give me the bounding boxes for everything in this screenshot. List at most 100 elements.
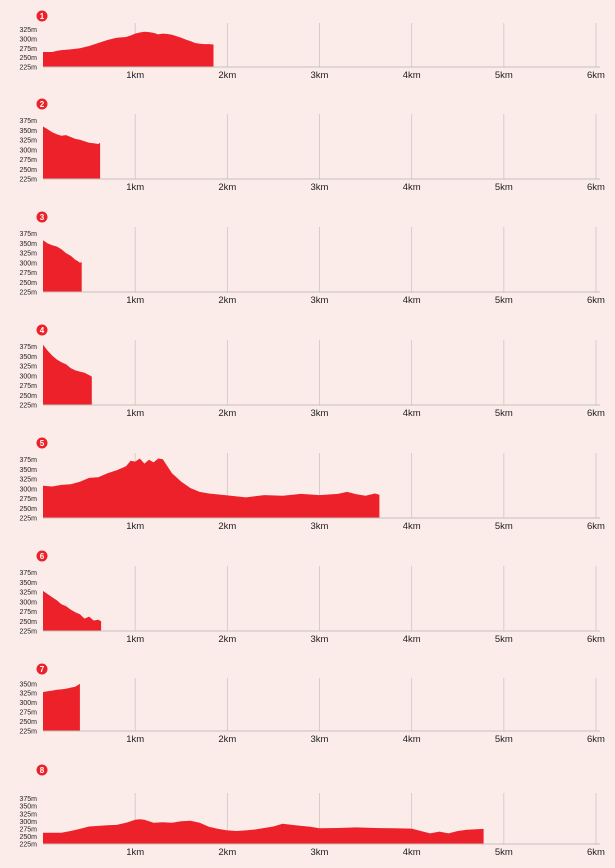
x-tick-label: 1km	[126, 734, 144, 745]
elevation-chart-1: 325m 300m 275m 250m 225m 1km 2km 3km 4km 5km 6km 1	[19, 10, 605, 81]
y-tick-label: 275m	[19, 46, 37, 53]
y-tick-label: 325m	[19, 477, 37, 484]
y-tick-label: 225m	[19, 629, 37, 636]
x-tick-label: 5km	[495, 521, 513, 532]
y-tick-label: 325m	[19, 251, 37, 258]
badge-number: 2	[40, 100, 45, 109]
x-tick-label: 4km	[403, 521, 421, 532]
x-tick-label: 3km	[311, 70, 329, 81]
y-tick-label: 225m	[19, 403, 37, 410]
elevation-area	[43, 819, 484, 844]
y-tick-label: 250m	[19, 55, 37, 62]
y-tick-label: 350m	[19, 804, 37, 811]
y-tick-label: 300m	[19, 599, 37, 606]
x-tick-label: 3km	[311, 634, 329, 645]
x-tick-label: 5km	[495, 408, 513, 419]
y-tick-label: 325m	[19, 590, 37, 597]
y-tick-label: 225m	[19, 516, 37, 523]
y-tick-label: 325m	[19, 811, 37, 818]
y-tick-label: 225m	[19, 65, 37, 72]
x-tick-label: 6km	[587, 521, 605, 532]
y-tick-label: 325m	[19, 364, 37, 371]
y-tick-label: 225m	[19, 729, 37, 736]
y-tick-label: 250m	[19, 393, 37, 400]
badge-circle	[36, 211, 48, 223]
elevation-chart-7: 350m 325m 300m 275m 250m 225m 1km 2km 3km 4km 5km 6…	[19, 663, 605, 745]
x-tick-label: 1km	[126, 634, 144, 645]
x-tick-label: 2km	[218, 295, 236, 306]
badge-circle	[36, 437, 48, 449]
x-tick-label: 2km	[218, 70, 236, 81]
x-tick-label: 3km	[311, 734, 329, 745]
y-tick-label: 275m	[19, 157, 37, 164]
badge-number: 6	[40, 552, 45, 561]
chart-number-badge: 6	[36, 550, 48, 562]
elevation-chart-3: 375m 350m 325m 300m 275m 250m 225m 1km 2km 3km 4km…	[19, 211, 605, 306]
x-tick-label: 1km	[126, 847, 144, 858]
elevation-area	[43, 458, 380, 518]
y-tick-label: 250m	[19, 167, 37, 174]
elevation-area	[43, 31, 214, 67]
chart-number-badge: 8	[36, 764, 48, 776]
elevation-chart-5: 375m 350m 325m 300m 275m 250m 225m 1km 2km 3km 4km…	[19, 437, 605, 532]
x-tick-label: 3km	[311, 521, 329, 532]
y-tick-label: 250m	[19, 280, 37, 287]
x-tick-label: 4km	[403, 847, 421, 858]
x-tick-label: 5km	[495, 182, 513, 193]
x-tick-label: 5km	[495, 70, 513, 81]
y-tick-label: 250m	[19, 719, 37, 726]
x-tick-label: 5km	[495, 734, 513, 745]
x-tick-label: 2km	[218, 847, 236, 858]
x-tick-label: 6km	[587, 634, 605, 645]
x-tick-label: 4km	[403, 295, 421, 306]
badge-number: 1	[40, 12, 45, 21]
chart-number-badge: 4	[36, 324, 48, 336]
elevation-chart-6: 375m 350m 325m 300m 275m 250m 225m 1km 2km 3km 4km…	[19, 550, 605, 645]
x-tick-label: 2km	[218, 182, 236, 193]
elevation-area	[43, 683, 80, 731]
y-tick-label: 350m	[19, 354, 37, 361]
x-tick-label: 6km	[587, 70, 605, 81]
y-tick-label: 375m	[19, 457, 37, 464]
y-tick-label: 300m	[19, 700, 37, 707]
y-tick-label: 300m	[19, 486, 37, 493]
x-tick-label: 3km	[311, 847, 329, 858]
x-tick-label: 4km	[403, 634, 421, 645]
badge-circle	[36, 98, 48, 110]
chart-number-badge: 5	[36, 437, 48, 449]
x-tick-label: 2km	[218, 734, 236, 745]
y-tick-label: 250m	[19, 834, 37, 841]
badge-number: 5	[40, 439, 45, 448]
y-tick-label: 350m	[19, 128, 37, 135]
elevation-chart-2: 375m 350m 325m 300m 275m 250m 225m 1km 2km 3km 4km…	[19, 98, 605, 193]
y-tick-label: 275m	[19, 710, 37, 717]
chart-number-badge: 3	[36, 211, 48, 223]
x-tick-label: 1km	[126, 182, 144, 193]
x-tick-label: 6km	[587, 408, 605, 419]
x-tick-label: 4km	[403, 408, 421, 419]
elevation-area	[43, 590, 102, 631]
x-tick-label: 4km	[403, 182, 421, 193]
y-tick-label: 300m	[19, 819, 37, 826]
chart-number-badge: 1	[36, 10, 48, 22]
badge-number: 3	[40, 213, 45, 222]
x-tick-label: 6km	[587, 295, 605, 306]
y-tick-label: 350m	[19, 467, 37, 474]
x-tick-label: 2km	[218, 521, 236, 532]
x-tick-label: 3km	[311, 408, 329, 419]
y-tick-label: 225m	[19, 290, 37, 297]
y-tick-label: 275m	[19, 496, 37, 503]
badge-circle	[36, 324, 48, 336]
chart-number-badge: 7	[36, 663, 48, 675]
y-tick-label: 275m	[19, 270, 37, 277]
x-tick-label: 4km	[403, 734, 421, 745]
y-tick-label: 250m	[19, 619, 37, 626]
y-tick-label: 225m	[19, 177, 37, 184]
y-tick-label: 350m	[19, 681, 37, 688]
x-tick-label: 1km	[126, 521, 144, 532]
x-tick-label: 2km	[218, 408, 236, 419]
x-tick-label: 1km	[126, 295, 144, 306]
y-tick-label: 300m	[19, 260, 37, 267]
y-tick-label: 275m	[19, 609, 37, 616]
